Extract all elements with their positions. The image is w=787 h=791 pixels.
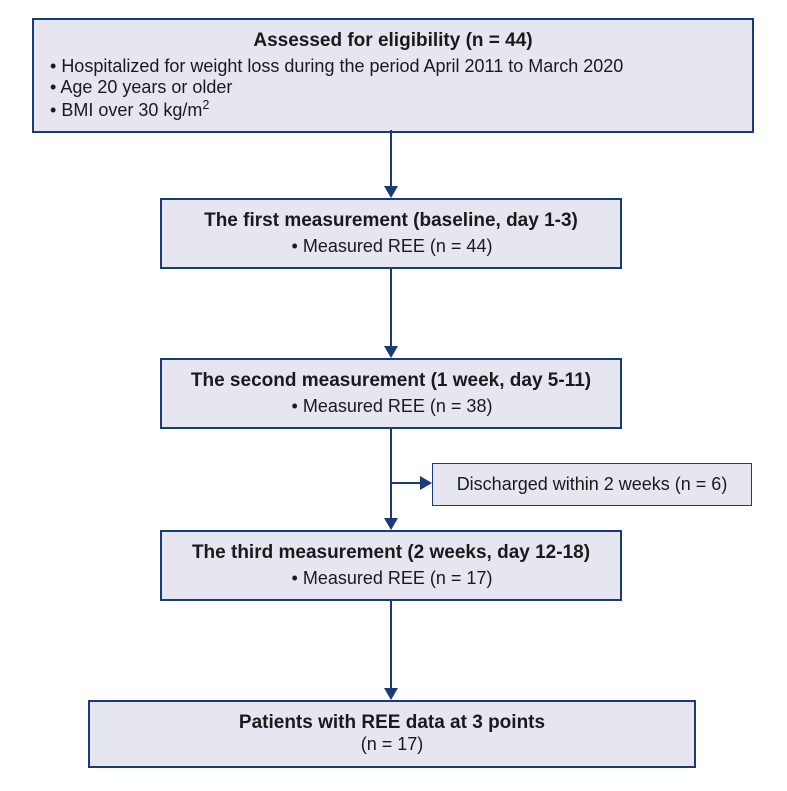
arrow-head-down [384, 688, 398, 700]
arrow-head-down [384, 518, 398, 530]
arrow-branch-line [391, 482, 420, 484]
box-discharged: Discharged within 2 weeks (n = 6) [432, 463, 752, 506]
third-bullets: Measured REE (n = 17) [176, 568, 606, 589]
eligibility-bullets: Hospitalized for weight loss during the … [48, 56, 738, 121]
third-bullet: Measured REE (n = 17) [178, 568, 606, 589]
discharged-text: Discharged within 2 weeks (n = 6) [447, 474, 737, 495]
first-title: The first measurement (baseline, day 1-3… [176, 210, 606, 232]
box-third-measurement: The third measurement (2 weeks, day 12-1… [160, 530, 622, 601]
arrow-line [390, 600, 392, 688]
first-bullet: Measured REE (n = 44) [178, 236, 606, 257]
eligibility-bullet: Age 20 years or older [50, 77, 738, 98]
box-final: Patients with REE data at 3 points (n = … [88, 700, 696, 768]
first-bullets: Measured REE (n = 44) [176, 236, 606, 257]
eligibility-bullet: Hospitalized for weight loss during the … [50, 56, 738, 77]
final-title: Patients with REE data at 3 points [104, 712, 680, 734]
final-sub: (n = 17) [104, 734, 680, 755]
arrow-head-down [384, 346, 398, 358]
box-eligibility: Assessed for eligibility (n = 44) Hospit… [32, 18, 754, 133]
box-second-measurement: The second measurement (1 week, day 5-11… [160, 358, 622, 429]
arrow-head-right [420, 476, 432, 490]
arrow-line [390, 428, 392, 518]
second-bullets: Measured REE (n = 38) [176, 396, 606, 417]
arrow-line [390, 268, 392, 346]
third-title: The third measurement (2 weeks, day 12-1… [176, 542, 606, 564]
eligibility-bullet: BMI over 30 kg/m2 [50, 98, 738, 121]
arrow-head-down [384, 186, 398, 198]
arrow-line [390, 130, 392, 186]
second-bullet: Measured REE (n = 38) [178, 396, 606, 417]
flowchart-canvas: Assessed for eligibility (n = 44) Hospit… [0, 0, 787, 791]
second-title: The second measurement (1 week, day 5-11… [176, 370, 606, 392]
box-first-measurement: The first measurement (baseline, day 1-3… [160, 198, 622, 269]
eligibility-title: Assessed for eligibility (n = 44) [48, 30, 738, 52]
